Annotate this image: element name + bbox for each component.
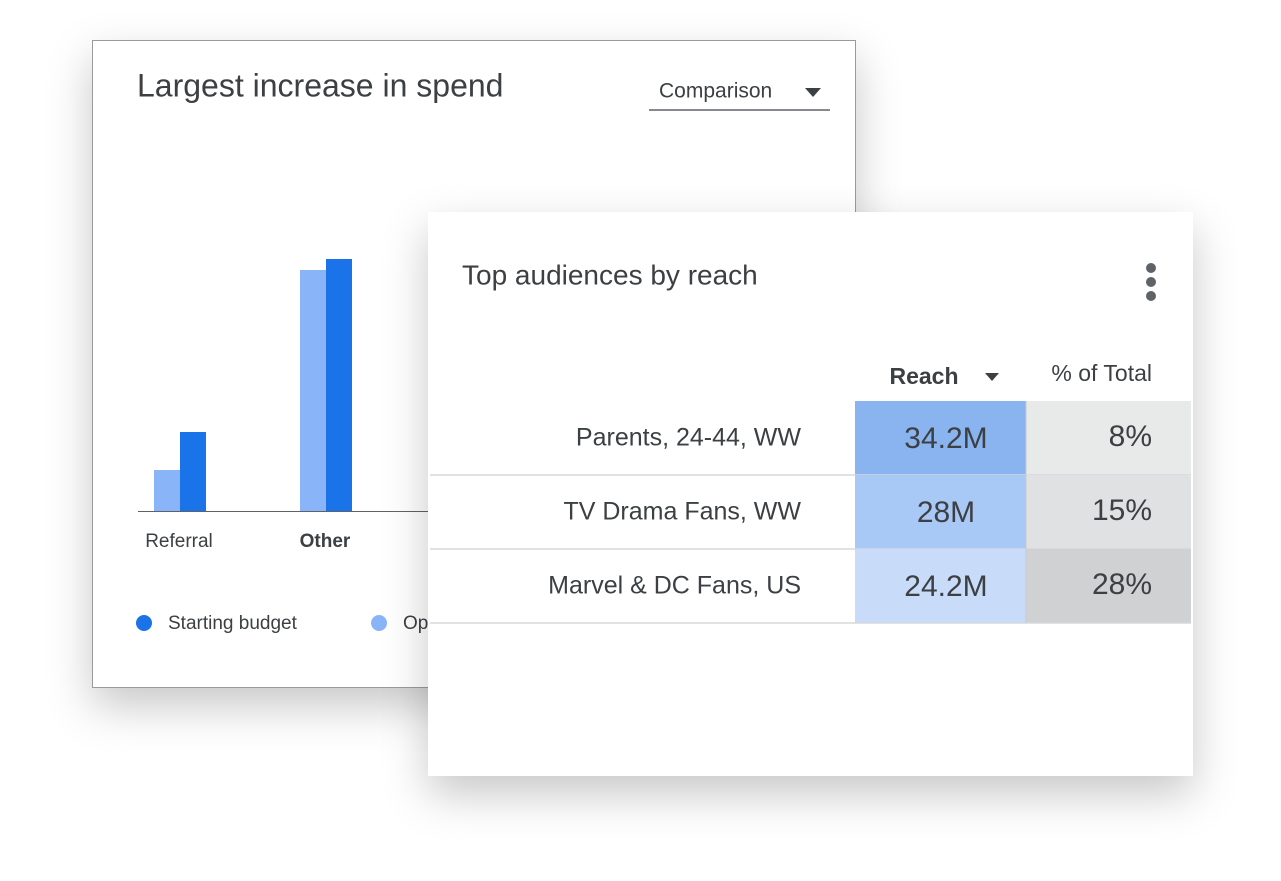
x-tick-label: Other xyxy=(300,531,351,552)
reach-value: 24.2M xyxy=(904,570,987,603)
column-header[interactable]: % of Total xyxy=(1051,360,1152,386)
dropdown-arrow[interactable] xyxy=(805,88,821,97)
bar xyxy=(154,470,180,511)
bar xyxy=(326,259,352,511)
legend-swatch xyxy=(136,615,152,631)
cell-bg xyxy=(855,549,1026,623)
percent-value: 15% xyxy=(1092,494,1152,527)
cell-bg xyxy=(1026,401,1191,475)
cell-bg xyxy=(1026,475,1191,549)
percent-value: 28% xyxy=(1092,568,1152,601)
reach-value: 28M xyxy=(917,496,975,529)
column-header[interactable]: Reach xyxy=(889,363,958,389)
legend-label: Starting budget xyxy=(168,613,298,634)
menu-dot[interactable] xyxy=(1146,277,1156,287)
card-title: Top audiences by reach xyxy=(462,259,758,290)
chart-title: Largest increase in spend xyxy=(137,67,503,103)
bar xyxy=(180,432,206,511)
reach-value: 34.2M xyxy=(904,422,987,455)
sort-arrow[interactable] xyxy=(985,373,999,381)
row-label: Parents, 24-44, WW xyxy=(576,424,801,452)
bar xyxy=(300,270,326,511)
cell-bg xyxy=(855,475,1026,549)
legend-swatch xyxy=(371,615,387,631)
cell-bg xyxy=(1026,549,1191,623)
menu-dot[interactable] xyxy=(1146,291,1156,301)
dropdown-label[interactable]: Comparison xyxy=(659,80,772,103)
menu-dot[interactable] xyxy=(1146,263,1156,273)
audience-card: Top audiences by reach Reach % of Total … xyxy=(428,212,1193,776)
percent-value: 8% xyxy=(1109,420,1152,453)
cell-bg xyxy=(855,401,1026,475)
legend-label: Op xyxy=(403,613,428,634)
row-label: Marvel & DC Fans, US xyxy=(548,572,801,600)
row-label: TV Drama Fans, WW xyxy=(563,498,801,526)
x-tick-label: Referral xyxy=(145,531,213,552)
